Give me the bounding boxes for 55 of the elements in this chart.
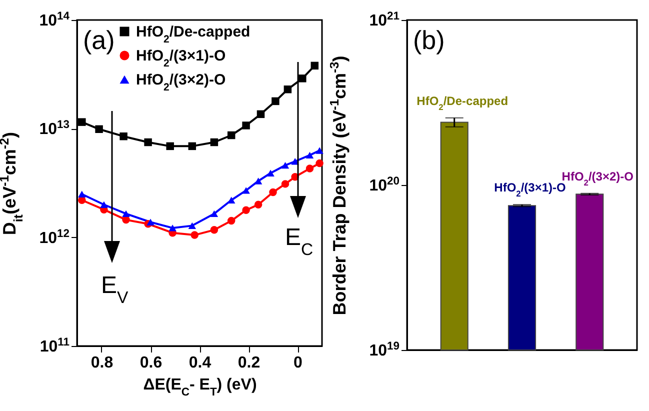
point bbox=[316, 159, 324, 168]
point bbox=[166, 142, 174, 150]
x-tick-label: 0.6 bbox=[140, 354, 162, 372]
point bbox=[227, 216, 236, 225]
point bbox=[146, 218, 154, 226]
point bbox=[254, 200, 262, 208]
point bbox=[122, 210, 130, 218]
point bbox=[306, 164, 314, 172]
point bbox=[168, 224, 176, 232]
annotation: E$_{V}$ bbox=[101, 272, 130, 306]
x-tick-label: 0 bbox=[294, 354, 303, 372]
point bbox=[242, 187, 250, 194]
y-tick-label: 10$^{21}$ bbox=[369, 10, 400, 30]
point bbox=[95, 125, 103, 134]
legend-label: HfO$_{2}$/De-capped bbox=[136, 24, 250, 46]
point bbox=[281, 180, 290, 188]
point bbox=[78, 190, 86, 198]
point bbox=[190, 231, 198, 239]
annotation: (b) bbox=[413, 25, 445, 55]
point bbox=[306, 152, 314, 159]
point bbox=[272, 97, 280, 106]
point bbox=[188, 142, 196, 150]
point bbox=[266, 170, 274, 176]
point bbox=[310, 62, 319, 70]
point bbox=[256, 110, 265, 118]
point bbox=[188, 222, 196, 230]
annotation: (a) bbox=[83, 25, 115, 55]
point bbox=[269, 188, 277, 196]
y-tick-label: 10$^{19}$ bbox=[369, 340, 400, 360]
point bbox=[284, 85, 292, 94]
x-tick-label: 0.2 bbox=[238, 354, 260, 372]
point bbox=[210, 138, 218, 146]
x-axis-title: ΔE(E$_{C}$- E$_{T}$) (eV) bbox=[143, 376, 257, 398]
point bbox=[227, 131, 236, 140]
legend-label: HfO$_{2}$/(3×1)-O bbox=[136, 48, 226, 70]
annotation: E$_{C}$ bbox=[285, 224, 314, 258]
y-tick-label: 10$^{11}$ bbox=[40, 336, 70, 356]
point bbox=[120, 132, 128, 140]
x-tick-label: 0.8 bbox=[90, 354, 114, 372]
point bbox=[242, 206, 250, 214]
point bbox=[78, 118, 86, 126]
y-tick-label: 10$^{13}$ bbox=[39, 119, 70, 138]
y-tick-label: 10$^{20}$ bbox=[369, 176, 400, 194]
legend-label: HfO$_{2}$/(3×2)-O bbox=[136, 72, 226, 94]
point bbox=[210, 210, 218, 218]
point bbox=[144, 138, 152, 146]
point bbox=[316, 147, 324, 154]
point bbox=[242, 122, 250, 130]
point bbox=[100, 201, 108, 208]
y-tick-label: 10$^{14}$ bbox=[39, 10, 70, 30]
y-tick-label: 10$^{12}$ bbox=[39, 228, 70, 247]
point bbox=[281, 162, 290, 169]
point bbox=[210, 226, 218, 234]
point bbox=[298, 74, 306, 82]
x-tick-label: 0.4 bbox=[188, 354, 212, 372]
